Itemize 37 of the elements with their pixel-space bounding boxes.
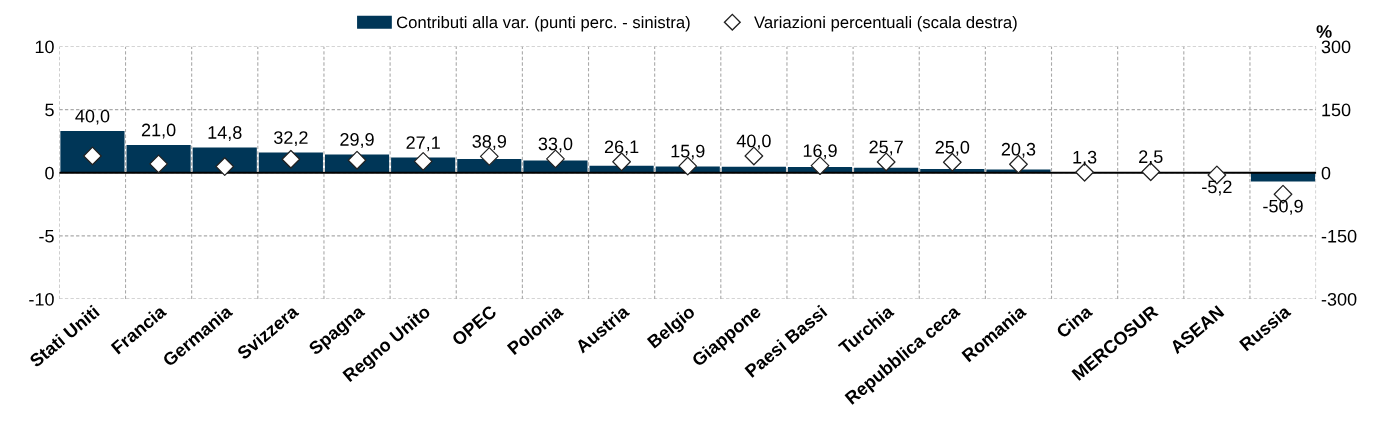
y-tick-label: -10	[29, 292, 54, 306]
data-label: 14,8	[208, 126, 242, 142]
data-label: 16,9	[803, 144, 837, 160]
data-label: 38,9	[472, 134, 507, 150]
data-label: 40,0	[736, 134, 771, 150]
y2-tick-label: 150	[1322, 103, 1351, 117]
data-label: 20,3	[1001, 142, 1036, 158]
data-label: 40,0	[75, 109, 110, 125]
data-label: 29,9	[340, 133, 374, 148]
y2-tick-label: 0	[1321, 166, 1331, 180]
y-tick-label: 10	[35, 40, 54, 54]
point	[281, 149, 301, 169]
point	[347, 150, 367, 170]
data-label: 1,3	[1073, 150, 1097, 166]
y2-tick-label: -300	[1321, 292, 1357, 306]
data-label: -50,9	[1263, 199, 1303, 215]
bar	[1250, 172, 1316, 182]
data-label: 25,7	[869, 140, 903, 156]
point	[413, 151, 433, 171]
y2-tick-label: 300	[1321, 40, 1351, 54]
data-label: 25,0	[935, 140, 970, 156]
data-label: 33,0	[538, 137, 573, 153]
data-label: 32,2	[274, 131, 308, 147]
legend-label: Contributi alla var. (punti perc. - sinistra)	[396, 15, 690, 32]
data-label: 21,0	[141, 123, 176, 139]
y-tick-label: -5	[39, 230, 54, 243]
data-label: 2,5	[1139, 150, 1163, 166]
data-label: 27,1	[406, 136, 440, 152]
y2-axis-title: %	[1316, 25, 1332, 38]
legend-label: Variazioni percentuali (scala destra)	[754, 15, 1017, 32]
y-tick-label: 0	[45, 166, 54, 180]
bar	[60, 131, 125, 173]
y-tick-label: 5	[45, 103, 54, 117]
data-label: -5,2	[1202, 180, 1232, 196]
y2-tick-label: -150	[1321, 229, 1357, 243]
data-label: 26,1	[604, 140, 639, 156]
data-label: 15,9	[671, 144, 705, 160]
